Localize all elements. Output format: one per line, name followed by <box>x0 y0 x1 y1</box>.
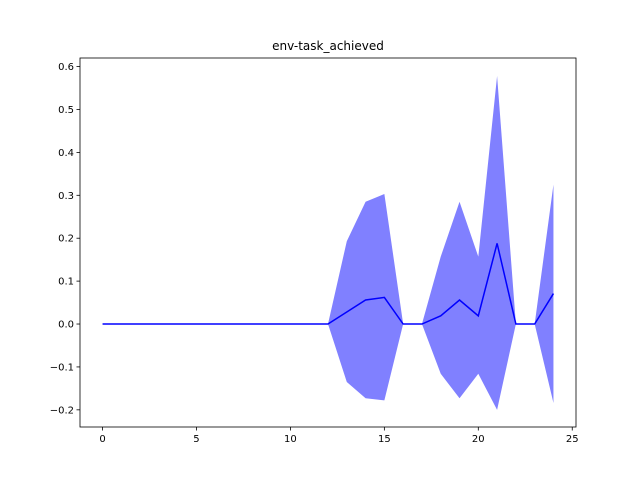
x-axis-ticks: 0 5 10 15 20 25 <box>99 427 579 445</box>
x-tick-label: 20 <box>472 434 485 445</box>
y-tick-label: −0.1 <box>50 362 74 373</box>
y-tick-label: 0.4 <box>58 148 74 159</box>
x-tick-label: 0 <box>99 434 105 445</box>
y-tick-label: 0.5 <box>58 105 74 116</box>
series-line-layer <box>102 243 555 325</box>
y-tick-label: −0.2 <box>50 405 74 416</box>
y-tick-label: 0.0 <box>58 320 74 331</box>
series-line-0 <box>102 243 555 325</box>
y-tick-label: 0.1 <box>58 277 74 288</box>
confidence-band-0 <box>102 76 554 410</box>
x-tick-label: 25 <box>566 434 579 445</box>
x-tick-label: 5 <box>193 434 199 445</box>
y-tick-label: 0.6 <box>58 62 74 73</box>
x-tick-label: 10 <box>284 434 297 445</box>
y-tick-label: 0.3 <box>58 191 74 202</box>
y-axis-ticks: −0.2 −0.1 0.0 0.1 0.2 0.3 0.4 0.5 0.6 <box>50 62 80 416</box>
plot-frame <box>79 57 577 428</box>
confidence-band-layer <box>102 76 554 410</box>
y-tick-label: 0.2 <box>58 234 74 245</box>
chart-title: env-task_achieved <box>272 39 384 53</box>
x-tick-label: 15 <box>378 434 391 445</box>
